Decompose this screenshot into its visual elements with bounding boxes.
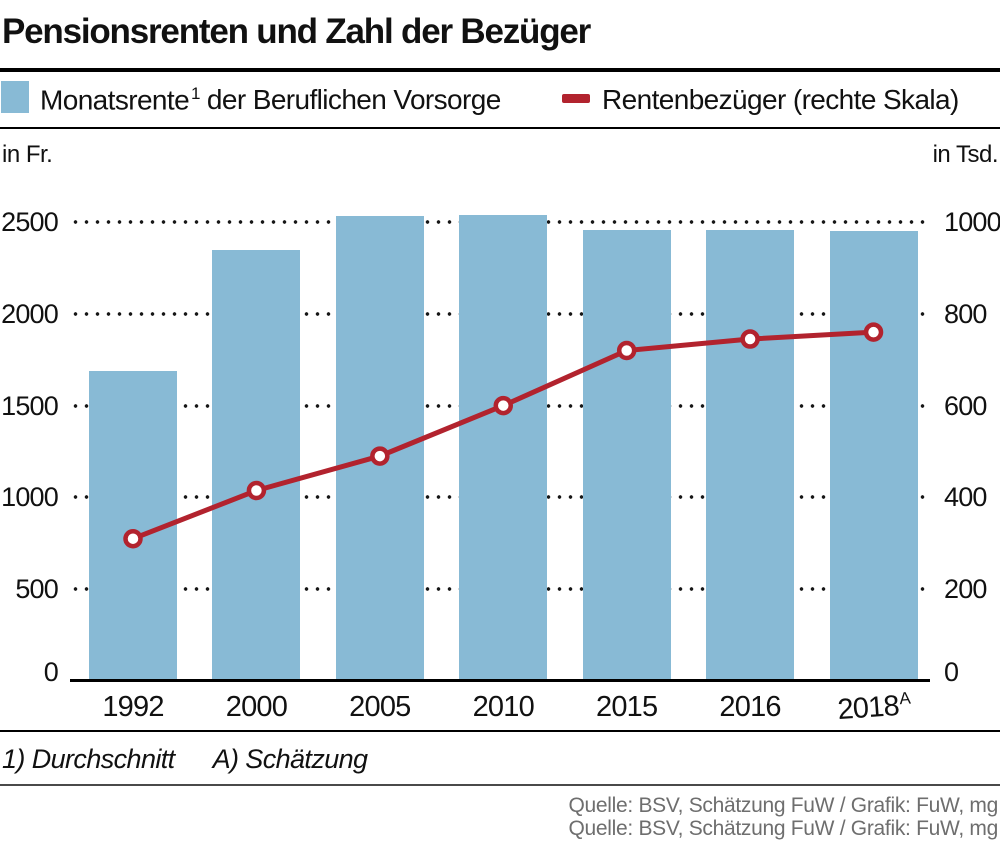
title-divider <box>0 68 1000 72</box>
footnote-durchschnitt: 1) Durchschnitt <box>2 744 175 774</box>
y-axis-tick-left-1000: 1000 <box>1 482 59 513</box>
y-axis-tick-right-600: 600 <box>944 390 987 421</box>
footnote: 1) Durchschnitt A) Schätzung <box>2 744 369 775</box>
legend-bar-swatch <box>1 81 29 113</box>
x-axis-label-2000: 2000 <box>225 691 288 723</box>
page-title: Pensionsrenten und Zahl der Bezüger <box>2 12 591 51</box>
x-axis-label-superscript: A <box>898 688 911 709</box>
legend-bar-label-footnote-mark: 1 <box>191 84 200 103</box>
x-axis-line <box>70 679 930 682</box>
legend-divider <box>0 127 1000 129</box>
bar-1992 <box>89 370 177 681</box>
y-axis-tick-left-500: 500 <box>15 574 58 605</box>
source-divider <box>0 784 1000 786</box>
y-axis-tick-right-200: 200 <box>944 574 987 605</box>
x-axis-label-1992: 1992 <box>102 691 164 723</box>
y-axis-tick-right-800: 800 <box>944 298 987 329</box>
x-axis-label-2015: 2015 <box>596 691 658 723</box>
x-axis-footer-divider <box>0 730 1000 732</box>
x-axis-label-2018: 2018A <box>836 688 911 727</box>
y-axis-tick-left-2000: 2000 <box>1 298 59 329</box>
y-axis-tick-left-0: 0 <box>43 657 59 687</box>
source-credit-clipped: Quelle: BSV, Schätzung FuW / Grafik: FuW… <box>568 817 998 840</box>
bar-2018 <box>829 231 918 681</box>
x-axis-label-2010: 2010 <box>472 691 535 723</box>
legend-bar-label-text: Monatsrente <box>40 84 190 116</box>
chart-figure: { "title": "Pensionsrenten und Zahl der … <box>0 12 1000 840</box>
bar-2010 <box>459 214 548 681</box>
bar-2005 <box>335 215 424 681</box>
left-axis-unit: in Fr. <box>2 141 53 168</box>
bar-2016 <box>706 230 795 681</box>
legend-line-swatch <box>562 94 590 103</box>
y-axis-tick-right-1000: 1000 <box>944 207 1000 237</box>
y-axis-tick-left-1500: 1500 <box>1 390 59 421</box>
y-axis-tick-right-400: 400 <box>944 482 987 513</box>
right-axis-unit: in Tsd. <box>932 141 999 168</box>
x-axis-label-2016: 2016 <box>719 691 781 723</box>
y-axis-tick-right-0: 0 <box>944 657 959 687</box>
x-axis-label-2005: 2005 <box>349 691 411 723</box>
bar-2000 <box>212 249 301 681</box>
legend-line-label: Rentenbezüger (rechte Skala) <box>602 84 959 115</box>
bar-2015 <box>582 230 671 681</box>
source-credit: Quelle: BSV, Schätzung FuW / Grafik: FuW… <box>568 794 998 817</box>
footnote-schaetzung: A) Schätzung <box>212 744 369 774</box>
y-axis-tick-left-2500: 2500 <box>1 207 59 237</box>
legend-bar-label-rest: der Beruflichen Vorsorge <box>206 84 501 116</box>
legend-bar-label: Monatsrente 1 der Beruflichen Vorsorge <box>40 84 501 116</box>
